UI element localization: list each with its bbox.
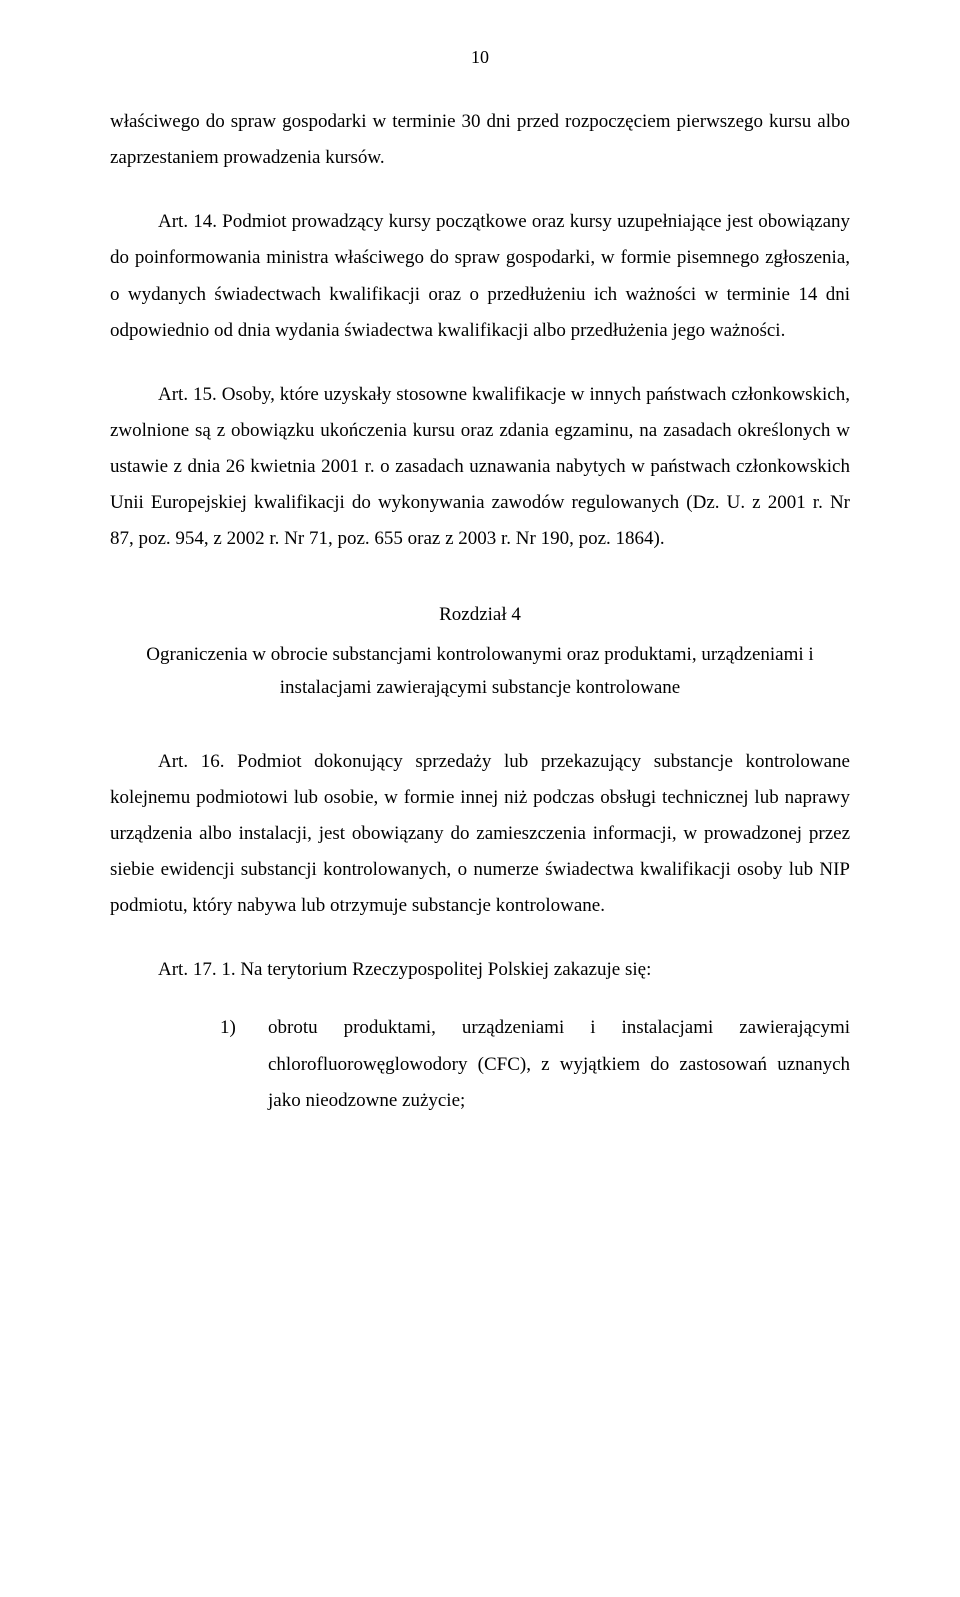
list-item-text: obrotu produktami, urządzeniami i instal… (268, 1010, 850, 1118)
document-page: 10 właściwego do spraw gospodarki w term… (0, 0, 960, 1597)
list-item-number: 1) (110, 1010, 268, 1046)
page-number: 10 (110, 40, 850, 74)
chapter-title: Ograniczenia w obrocie substancjami kont… (110, 639, 850, 704)
article-17-intro: Art. 17. 1. Na terytorium Rzeczypospolit… (110, 952, 850, 988)
article-16: Art. 16. Podmiot dokonujący sprzedaży lu… (110, 744, 850, 924)
article-15: Art. 15. Osoby, które uzyskały stosowne … (110, 377, 850, 557)
chapter-label: Rozdział 4 (110, 597, 850, 633)
article-17-list: 1) obrotu produktami, urządzeniami i ins… (110, 1010, 850, 1118)
list-item: 1) obrotu produktami, urządzeniami i ins… (110, 1010, 850, 1118)
paragraph-continuation: właściwego do spraw gospodarki w termini… (110, 104, 850, 176)
article-14: Art. 14. Podmiot prowadzący kursy począt… (110, 204, 850, 348)
